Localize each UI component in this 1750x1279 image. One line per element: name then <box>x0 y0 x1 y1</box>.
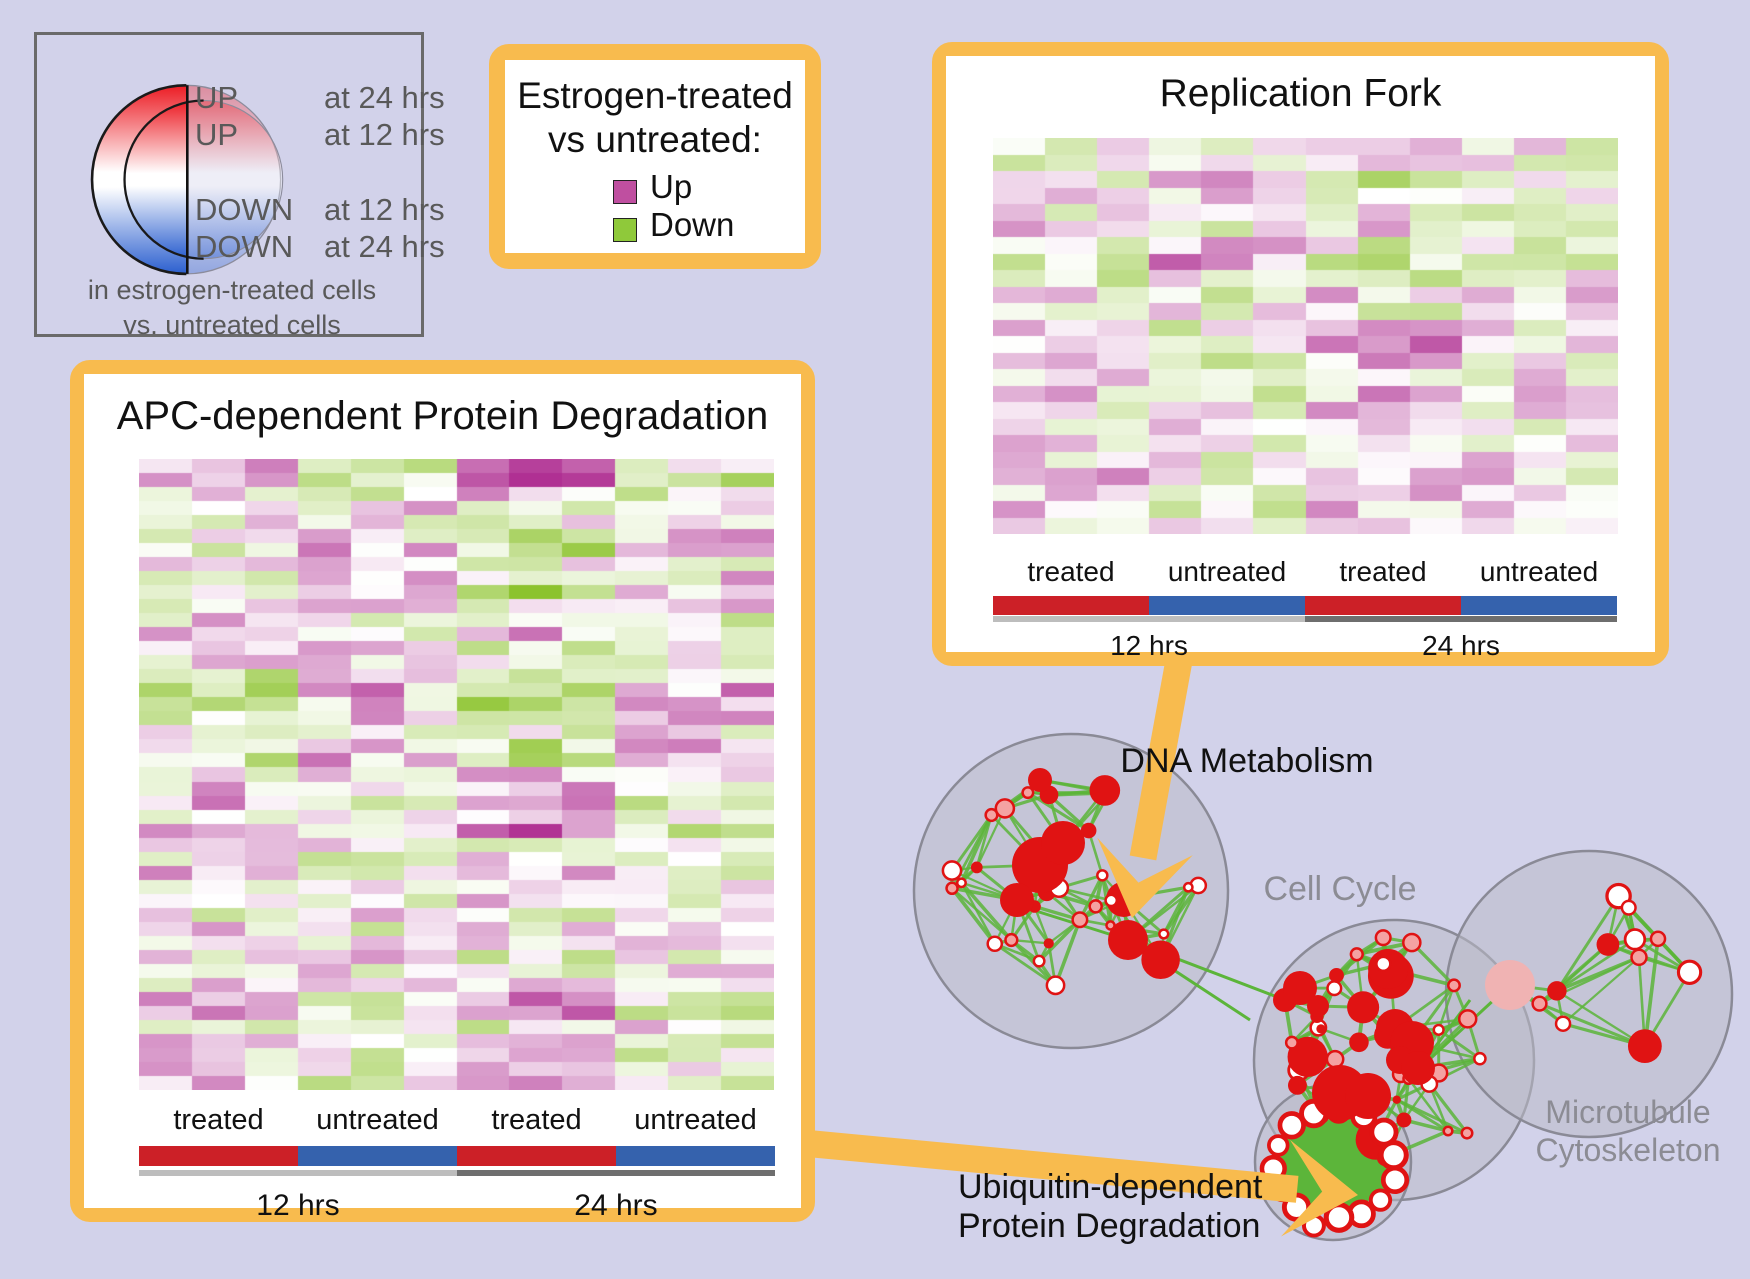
svg-text:Microtubule: Microtubule <box>1545 1094 1710 1130</box>
svg-text:Cytoskeleton: Cytoskeleton <box>1536 1132 1721 1168</box>
svg-text:Ubiquitin-dependent: Ubiquitin-dependent <box>958 1168 1263 1206</box>
svg-text:Cell Cycle: Cell Cycle <box>1263 870 1416 908</box>
svg-text:Protein Degradation: Protein Degradation <box>958 1207 1260 1245</box>
svg-text:DNA Metabolism: DNA Metabolism <box>1120 742 1373 780</box>
